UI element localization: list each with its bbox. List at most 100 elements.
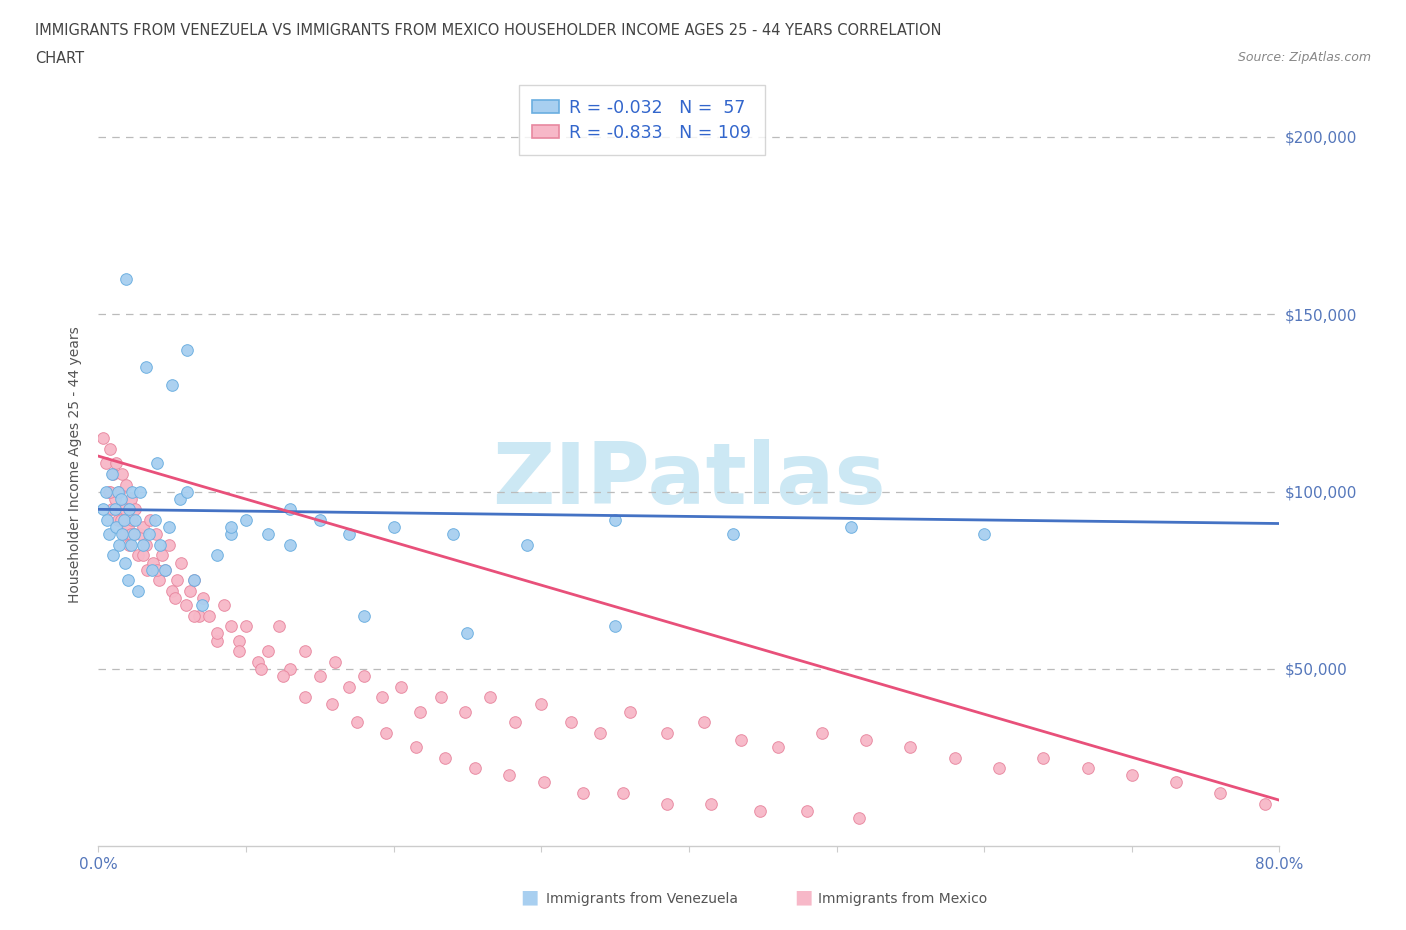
Point bbox=[117, 520, 139, 535]
Point bbox=[655, 796, 678, 811]
Point bbox=[183, 608, 205, 623]
Point bbox=[150, 548, 173, 563]
Point bbox=[183, 573, 205, 588]
Point bbox=[409, 704, 432, 719]
Point bbox=[103, 548, 125, 563]
Point bbox=[132, 538, 155, 552]
Point bbox=[149, 538, 172, 552]
Point bbox=[943, 751, 966, 765]
Point bbox=[748, 804, 770, 818]
Point bbox=[128, 526, 150, 541]
Point bbox=[700, 796, 723, 811]
Point bbox=[212, 598, 235, 613]
Point bbox=[98, 442, 121, 457]
Point bbox=[219, 520, 242, 535]
Point bbox=[153, 563, 176, 578]
Point bbox=[730, 733, 752, 748]
Point bbox=[121, 485, 143, 499]
Text: CHART: CHART bbox=[35, 51, 84, 66]
Point bbox=[533, 775, 555, 790]
Point bbox=[170, 555, 193, 570]
Point bbox=[118, 502, 141, 517]
Point bbox=[94, 485, 117, 499]
Point bbox=[321, 697, 343, 711]
Point bbox=[107, 512, 129, 527]
Point bbox=[146, 563, 169, 578]
Point bbox=[571, 786, 593, 801]
Point bbox=[219, 619, 242, 634]
Point bbox=[191, 598, 214, 613]
Point bbox=[464, 761, 486, 776]
Point bbox=[143, 512, 166, 527]
Point bbox=[108, 485, 131, 499]
Point bbox=[127, 548, 149, 563]
Point bbox=[162, 583, 183, 598]
Point bbox=[339, 526, 360, 541]
Point bbox=[1077, 761, 1099, 776]
Point bbox=[124, 512, 146, 527]
Point bbox=[900, 739, 922, 754]
Point bbox=[157, 520, 180, 535]
Point bbox=[141, 563, 163, 578]
Point bbox=[855, 733, 877, 748]
Text: Source: ZipAtlas.com: Source: ZipAtlas.com bbox=[1237, 51, 1371, 64]
Point bbox=[294, 644, 316, 658]
Text: ■: ■ bbox=[794, 888, 813, 907]
Point bbox=[153, 563, 176, 578]
Point bbox=[346, 715, 368, 730]
Point bbox=[434, 751, 457, 765]
Point bbox=[723, 526, 745, 541]
Point bbox=[110, 512, 132, 527]
Point bbox=[848, 810, 870, 825]
Point bbox=[198, 608, 221, 623]
Point bbox=[278, 502, 302, 517]
Point bbox=[278, 538, 302, 552]
Point bbox=[94, 456, 117, 471]
Point bbox=[441, 526, 464, 541]
Point bbox=[515, 538, 537, 552]
Point bbox=[183, 573, 205, 588]
Point bbox=[257, 526, 280, 541]
Point bbox=[105, 456, 128, 471]
Point bbox=[174, 598, 197, 613]
Point bbox=[841, 520, 863, 535]
Point bbox=[267, 619, 290, 634]
Point bbox=[987, 761, 1010, 776]
Point bbox=[605, 619, 627, 634]
Point bbox=[375, 725, 398, 740]
Point bbox=[120, 526, 142, 541]
Point bbox=[973, 526, 995, 541]
Point bbox=[693, 715, 716, 730]
Y-axis label: Householder Income Ages 25 - 44 years: Householder Income Ages 25 - 44 years bbox=[69, 326, 83, 604]
Text: ■: ■ bbox=[520, 888, 538, 907]
Point bbox=[91, 502, 114, 517]
Point bbox=[246, 655, 269, 670]
Point bbox=[810, 725, 832, 740]
Point bbox=[120, 491, 142, 506]
Point bbox=[453, 704, 475, 719]
Point bbox=[235, 619, 257, 634]
Point bbox=[389, 679, 412, 694]
Point bbox=[124, 502, 146, 517]
Point bbox=[605, 512, 627, 527]
Point bbox=[271, 669, 294, 684]
Point bbox=[98, 485, 121, 499]
Point bbox=[112, 512, 135, 527]
Point bbox=[97, 485, 120, 499]
Point bbox=[169, 491, 191, 506]
Point bbox=[117, 573, 139, 588]
Point bbox=[193, 591, 215, 605]
Point bbox=[122, 526, 145, 541]
Point bbox=[166, 573, 188, 588]
Point bbox=[127, 583, 149, 598]
Point bbox=[323, 655, 346, 670]
Point bbox=[100, 502, 122, 517]
Point bbox=[257, 644, 280, 658]
Point bbox=[115, 477, 138, 492]
Point bbox=[110, 491, 132, 506]
Point bbox=[115, 272, 138, 286]
Point bbox=[278, 661, 302, 676]
Point bbox=[589, 725, 612, 740]
Point bbox=[1164, 775, 1187, 790]
Point bbox=[103, 467, 125, 482]
